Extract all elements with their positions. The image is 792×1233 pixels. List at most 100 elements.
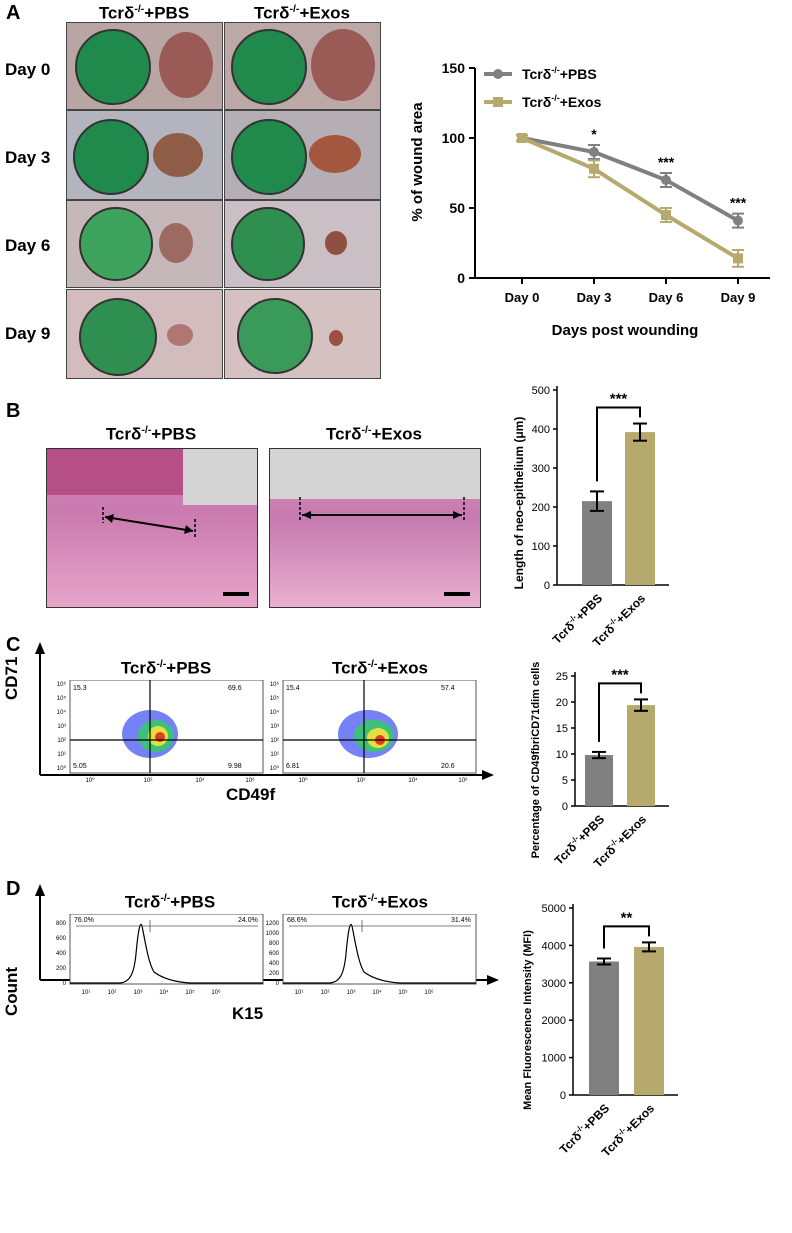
- x-tick: 10⁵: [398, 989, 408, 996]
- day-label-6: Day 6: [5, 236, 51, 255]
- panel-letter-b: B: [6, 400, 21, 422]
- y-tick-label: 0: [544, 580, 550, 592]
- wound-photo-pbs-day9: [66, 289, 223, 379]
- photo-header-pbs: Tcrδ-/-+PBS: [66, 3, 222, 24]
- histogram-header-exos: Tcrδ-/-+Exos: [280, 892, 480, 913]
- silicone-splint: [231, 207, 305, 281]
- legend-marker-exos: [493, 97, 503, 107]
- legend-marker-pbs: [493, 69, 503, 79]
- wound-area-line-chart: % of wound area Days post wounding Tcrδ-…: [409, 60, 770, 339]
- significance-label: **: [621, 909, 633, 926]
- y-tick-label: 100: [442, 130, 466, 146]
- quadrant-lr: 9.98: [228, 763, 242, 770]
- group-sup: -/-: [156, 658, 167, 670]
- quadrant-ll: 5.05: [73, 763, 87, 770]
- y-tick-label: 150: [442, 60, 466, 76]
- y-tick: 10⁵: [270, 695, 280, 702]
- y-tick: 10¹: [57, 752, 66, 758]
- data-point-pbs: [589, 147, 599, 157]
- y-tick-label: 500: [532, 385, 550, 397]
- y-tick-label: 20: [556, 697, 568, 709]
- y-tick: 400: [56, 951, 67, 957]
- group-sup: -/-: [289, 3, 300, 15]
- x-tick: 10⁶: [245, 777, 255, 784]
- x-tick: 10⁶: [424, 989, 434, 996]
- data-point-pbs: [661, 175, 671, 185]
- wound-photo-pbs-day3: [66, 110, 223, 200]
- series-line-pbs: [521, 136, 739, 223]
- significance-annotation: *: [591, 126, 597, 142]
- bar-pbs: [582, 501, 612, 585]
- y-tick-label: 1000: [542, 1053, 566, 1065]
- flow-header-pbs: Tcrδ-/-+PBS: [66, 658, 266, 679]
- quadrant-ul: 15.3: [73, 685, 87, 692]
- silicone-splint: [237, 298, 313, 374]
- x-tick: 10⁰: [298, 777, 308, 784]
- gate-right-value: 31.4%: [451, 917, 471, 924]
- y-tick-label: 50: [449, 200, 465, 216]
- wound-area: [309, 135, 361, 173]
- flow-axes-frame: [35, 642, 494, 780]
- panel-letter-c: C: [6, 634, 21, 656]
- panel-letter-a: A: [6, 2, 21, 24]
- y-tick: 10³: [270, 724, 279, 730]
- quadrant-ur: 69.6: [228, 685, 242, 692]
- group-suffix: +PBS: [170, 892, 216, 912]
- x-tick: 10⁶: [211, 989, 221, 996]
- y-tick: 600: [269, 951, 280, 957]
- wound-area: [153, 133, 203, 177]
- x-tick: 10³: [134, 990, 143, 996]
- flow-x-label: CD49f: [226, 785, 276, 804]
- photo-header-exos: Tcrδ-/-+Exos: [224, 3, 380, 24]
- histology-header-exos: Tcrδ-/-+Exos: [269, 424, 479, 445]
- y-tick: 10⁰: [57, 765, 67, 772]
- k15-histograms: 76.0% 24.0% 0 200 400 600 800 10¹ 10² 10…: [56, 914, 477, 996]
- x-tick: 10⁴: [408, 777, 418, 784]
- x-tick: 10⁴: [195, 777, 205, 784]
- gate-left-value: 68.6%: [287, 917, 307, 924]
- flow-header-exos: Tcrδ-/-+Exos: [280, 658, 480, 679]
- significance-label: ***: [610, 391, 628, 408]
- legend-label-exos: Tcrδ-/-+Exos: [522, 93, 602, 110]
- he-section-pbs: [46, 448, 258, 608]
- data-point-exos: [589, 163, 599, 174]
- y-tick-label: 4000: [542, 940, 566, 952]
- group-suffix: +PBS: [144, 3, 190, 23]
- day-label-0: Day 0: [5, 60, 51, 79]
- y-tick: 400: [269, 961, 280, 967]
- series-line-exos: [521, 136, 740, 261]
- wound-area: [311, 29, 375, 101]
- silicone-splint: [75, 29, 151, 105]
- x-tick: 10¹: [82, 990, 91, 996]
- y-tick-label: 15: [556, 723, 568, 735]
- y-tick-label: 10: [556, 749, 568, 761]
- significance-bracket: [598, 682, 642, 742]
- histogram-exos-frame: [282, 914, 477, 985]
- y-tick-label: 400: [532, 424, 550, 436]
- y-tick-label: 2000: [542, 1015, 566, 1027]
- group-prefix: Tcrδ: [98, 3, 135, 23]
- y-tick-label: 0: [457, 270, 465, 286]
- day-label-9: Day 9: [5, 324, 51, 343]
- group-suffix: +Exos: [299, 3, 351, 23]
- x-tick: 10²: [144, 778, 153, 784]
- x-tick-label: Day 9: [721, 290, 756, 305]
- x-tick: 10²: [108, 990, 117, 996]
- group-prefix: Tcrδ: [105, 424, 142, 444]
- histogram-pbs-frame: [69, 914, 264, 985]
- y-tick: 800: [269, 941, 280, 947]
- significance-bracket: [603, 925, 650, 949]
- silicone-splint: [73, 119, 149, 195]
- y-tick: 10⁶: [270, 681, 280, 688]
- x-tick: 10²: [321, 990, 330, 996]
- y-tick: 10⁵: [57, 695, 67, 702]
- x-tick: 10⁰: [85, 777, 95, 784]
- histogram-x-label: K15: [232, 1004, 264, 1023]
- y-tick: 800: [56, 921, 67, 927]
- y-tick-label: 0: [562, 801, 568, 813]
- y-tick: 10²: [57, 738, 66, 744]
- y-tick-label: 0: [560, 1090, 566, 1102]
- y-tick: 10³: [57, 724, 66, 730]
- quadrant-lr: 20.6: [441, 763, 455, 770]
- x-tick-label: Day 6: [649, 290, 684, 305]
